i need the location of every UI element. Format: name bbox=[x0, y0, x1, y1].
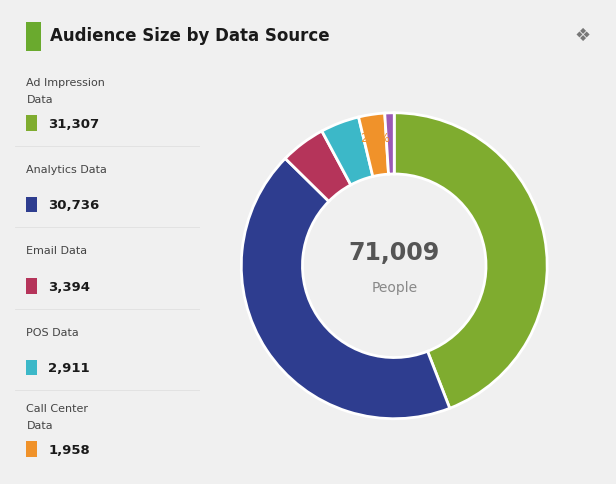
Text: 1,958: 1,958 bbox=[48, 443, 90, 455]
Text: 44.1%: 44.1% bbox=[493, 238, 530, 251]
Text: POS Data: POS Data bbox=[26, 327, 79, 337]
Text: 43.3%: 43.3% bbox=[276, 325, 313, 338]
Wedge shape bbox=[241, 159, 450, 419]
Wedge shape bbox=[385, 114, 394, 175]
Wedge shape bbox=[394, 114, 547, 408]
Wedge shape bbox=[359, 114, 389, 177]
FancyBboxPatch shape bbox=[26, 23, 41, 52]
Wedge shape bbox=[285, 132, 351, 202]
Text: People: People bbox=[371, 281, 417, 295]
Text: 2.8%: 2.8% bbox=[360, 131, 390, 144]
Text: 2,911: 2,911 bbox=[48, 362, 90, 374]
Text: 30,736: 30,736 bbox=[48, 199, 99, 212]
FancyBboxPatch shape bbox=[26, 441, 37, 457]
Text: 31,307: 31,307 bbox=[48, 118, 99, 130]
Text: ❖: ❖ bbox=[575, 27, 591, 45]
Text: 4.8%: 4.8% bbox=[301, 156, 331, 169]
Text: Analytics Data: Analytics Data bbox=[26, 165, 107, 174]
Text: Ad Impression: Ad Impression bbox=[26, 78, 105, 88]
Text: Data: Data bbox=[26, 420, 53, 430]
FancyBboxPatch shape bbox=[26, 279, 37, 294]
Wedge shape bbox=[322, 118, 373, 185]
FancyBboxPatch shape bbox=[26, 197, 37, 213]
Text: 71,009: 71,009 bbox=[349, 241, 440, 264]
Text: 3,394: 3,394 bbox=[48, 280, 90, 293]
Text: Email Data: Email Data bbox=[26, 246, 87, 256]
Text: Call Center: Call Center bbox=[26, 404, 89, 413]
Text: Audience Size by Data Source: Audience Size by Data Source bbox=[50, 27, 330, 45]
Text: Data: Data bbox=[26, 94, 53, 105]
FancyBboxPatch shape bbox=[26, 116, 37, 132]
FancyBboxPatch shape bbox=[26, 360, 37, 376]
Text: 4.1%: 4.1% bbox=[333, 138, 363, 151]
